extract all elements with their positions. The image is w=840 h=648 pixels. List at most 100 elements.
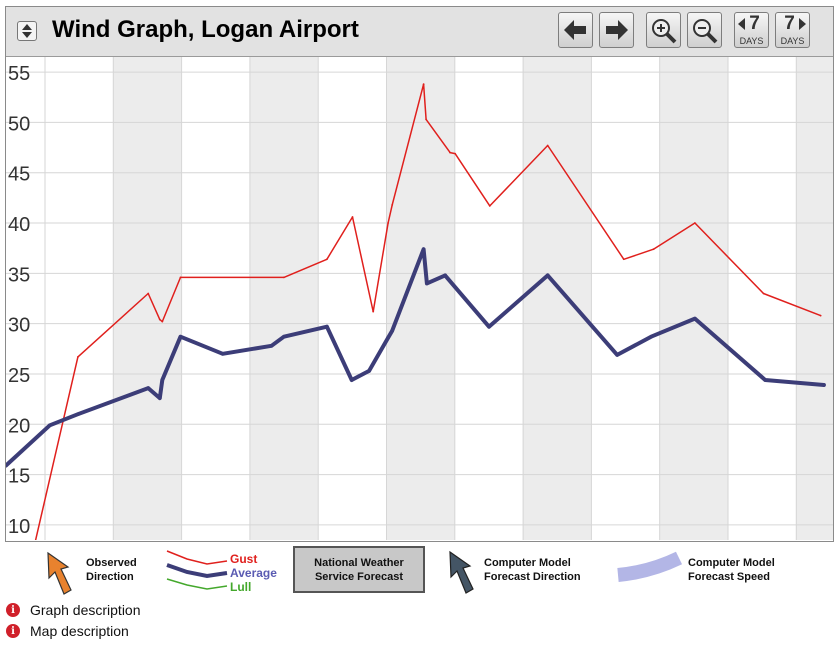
- data-point-average: [178, 334, 183, 339]
- average-key-line: [166, 563, 228, 579]
- gust-key-line: [166, 550, 228, 565]
- y-tick-label: 45: [8, 164, 30, 186]
- data-point-average: [367, 369, 371, 373]
- data-point-gust: [158, 318, 161, 321]
- y-tick-label: 55: [8, 63, 30, 85]
- data-point-gust: [351, 216, 354, 218]
- zoom-in-icon: [652, 19, 677, 44]
- seven-days-forward-button[interactable]: 7 DAYS: [775, 12, 810, 48]
- data-point-average: [386, 335, 390, 340]
- gust-legend-label: Gust: [230, 552, 258, 566]
- day-band: [522, 57, 592, 540]
- y-tick-label: 40: [8, 214, 30, 236]
- y-tick-label: 30: [8, 315, 30, 337]
- data-point-gust: [819, 314, 822, 317]
- data-point-average: [390, 328, 395, 333]
- data-point-gust: [161, 320, 164, 323]
- data-point-gust: [391, 204, 394, 206]
- day-band: [249, 57, 318, 540]
- data-point-gust: [693, 222, 696, 224]
- chart-legend: Observed Direction Gust Average Lull Nat…: [0, 540, 840, 598]
- data-point-average: [48, 423, 52, 428]
- data-point-average: [146, 386, 151, 390]
- graph-description-link[interactable]: i Graph description: [6, 601, 141, 619]
- data-point-average: [421, 247, 426, 251]
- wind-chart: 10 15 20 25 30 35 40 45 50 55: [6, 57, 833, 540]
- zoom-out-button[interactable]: [687, 12, 722, 48]
- data-point-average: [220, 352, 225, 356]
- data-point-gust: [488, 205, 491, 207]
- days-back-label: DAYS: [739, 36, 764, 46]
- data-point-average: [76, 412, 80, 417]
- days-back-number: 7: [749, 13, 760, 34]
- day-band: [113, 57, 182, 540]
- nws-forecast-key: National Weather Service Forecast: [293, 546, 425, 593]
- data-point-gust: [147, 292, 150, 295]
- info-icon: i: [6, 603, 20, 617]
- y-tick-label: 50: [8, 113, 30, 135]
- day-band: [386, 57, 455, 540]
- series-key-lines: [166, 550, 228, 590]
- observed-direction-arrow-icon: [47, 551, 72, 595]
- model-direction-label: Computer Model Forecast Direction: [484, 557, 581, 583]
- data-point-average: [158, 396, 162, 400]
- lull-key-line: [166, 578, 228, 590]
- data-point-average: [615, 353, 619, 357]
- data-point-gust: [422, 83, 425, 86]
- lull-legend-label: Lull: [230, 580, 252, 594]
- triangle-right-icon: [799, 18, 806, 30]
- y-tick-label: 25: [8, 365, 30, 387]
- forward-button[interactable]: [599, 12, 634, 48]
- seven-days-back-button[interactable]: 7 DAYS: [734, 12, 769, 48]
- days-forward-label: DAYS: [780, 36, 805, 46]
- model-speed-swatch-icon: [617, 551, 683, 582]
- data-point-average: [282, 334, 286, 339]
- data-point-gust: [762, 292, 765, 295]
- data-point-gust: [454, 152, 456, 155]
- wind-graph-panel: Wind Graph, Logan Airport: [5, 6, 834, 542]
- model-direction-arrow-icon: [449, 550, 474, 594]
- day-band: [796, 57, 833, 540]
- data-point-average: [487, 324, 491, 329]
- data-point-gust: [372, 310, 375, 313]
- data-point-average: [160, 378, 165, 382]
- data-point-gust: [77, 355, 79, 358]
- data-point-average: [822, 383, 826, 387]
- average-legend-label: Average: [230, 566, 277, 580]
- arrow-left-icon: [564, 20, 586, 40]
- y-tick-label: 35: [8, 264, 30, 286]
- zoom-out-icon: [693, 19, 718, 44]
- data-point-gust: [425, 118, 428, 121]
- data-point-gust: [546, 144, 549, 147]
- data-point-gust: [652, 248, 655, 251]
- y-tick-label: 15: [8, 466, 30, 488]
- data-point-average: [545, 273, 550, 278]
- data-point-average: [325, 324, 329, 329]
- zoom-in-button[interactable]: [646, 12, 681, 48]
- days-forward-number: 7: [784, 13, 795, 34]
- collapse-toggle-button[interactable]: [17, 21, 37, 41]
- title-bar: Wind Graph, Logan Airport: [6, 7, 833, 57]
- data-point-gust: [282, 276, 285, 279]
- observed-direction-label: Observed Direction: [86, 557, 137, 583]
- map-description-link[interactable]: i Map description: [6, 622, 129, 640]
- data-point-average: [649, 334, 653, 339]
- data-point-gust: [449, 151, 451, 154]
- back-button[interactable]: [558, 12, 593, 48]
- data-point-average: [425, 281, 429, 286]
- triangle-left-icon: [738, 18, 745, 30]
- data-point-gust: [387, 222, 389, 224]
- up-down-arrows-icon: [22, 24, 32, 38]
- data-point-gust: [325, 258, 328, 261]
- page-title: Wind Graph, Logan Airport: [52, 16, 359, 43]
- data-point-gust: [622, 258, 625, 261]
- data-point-average: [6, 463, 8, 468]
- y-tick-label: 20: [8, 415, 30, 437]
- data-point-gust: [179, 276, 182, 279]
- model-speed-label: Computer Model Forecast Speed: [688, 557, 775, 583]
- data-point-average: [763, 378, 767, 382]
- data-point-average: [349, 378, 354, 382]
- y-tick-label: 10: [8, 516, 30, 538]
- graph-description-text: Graph description: [30, 602, 141, 618]
- data-point-average: [443, 273, 447, 278]
